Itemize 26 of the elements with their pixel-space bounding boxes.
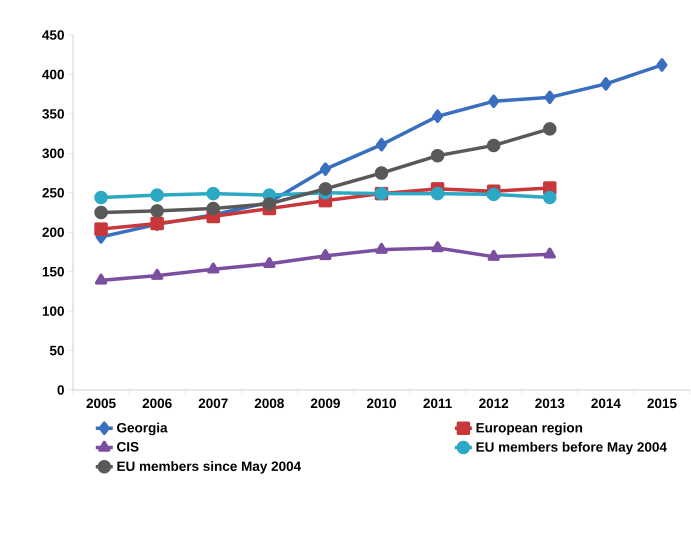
y-tick-label: 400 [42,70,64,80]
y-tick-label: 100 [42,306,64,316]
legend-label: CIS [117,442,139,452]
y-tick-label: 0 [58,385,64,395]
x-tick-label: 2010 [366,398,396,408]
y-tick-label: 250 [42,188,64,198]
x-tick-label: 2011 [423,398,452,408]
x-tick-label: 2009 [310,398,340,408]
legend-label: EU members before May 2004 [476,442,667,454]
y-tick-label: 350 [42,109,64,119]
legend-label: European region [476,422,582,436]
y-tick-label: 300 [42,148,64,158]
x-tick-label: 2008 [254,398,284,408]
x-tick-label: 2005 [86,398,116,408]
x-tick-label: 2014 [591,398,621,408]
legend-label: Georgia [117,422,168,436]
legend-label: EU members since May 2004 [117,461,302,474]
y-tick-label: 450 [42,30,64,40]
y-tick-label: 200 [42,227,64,237]
y-tick-label: 50 [50,346,64,356]
y-tick-label: 150 [42,266,64,276]
x-tick-label: 2013 [535,398,564,408]
x-tick-label: 2015 [647,398,677,408]
x-tick-label: 2007 [198,398,228,408]
x-tick-label: 2012 [479,398,508,408]
x-tick-label: 2006 [142,398,172,408]
